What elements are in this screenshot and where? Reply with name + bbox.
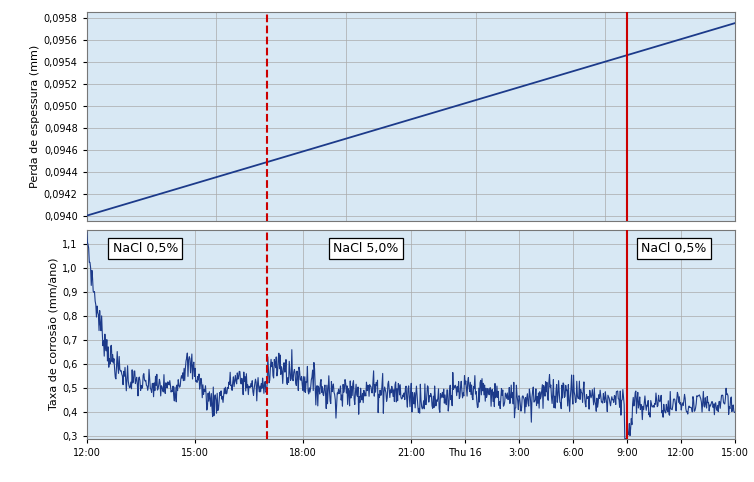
Text: NaCl 0,5%: NaCl 0,5% [112, 242, 178, 255]
Text: NaCl 0,5%: NaCl 0,5% [641, 242, 706, 255]
Y-axis label: Perda de espessura (mm): Perda de espessura (mm) [29, 45, 39, 188]
Y-axis label: Taxa de corrosão (mm/ano): Taxa de corrosão (mm/ano) [48, 258, 58, 410]
Text: NaCl 5,0%: NaCl 5,0% [333, 242, 399, 255]
